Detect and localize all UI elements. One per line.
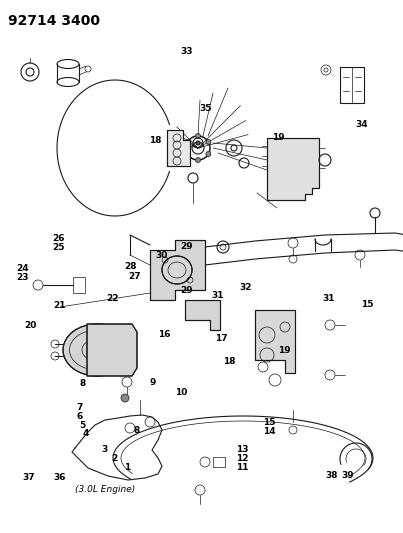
Ellipse shape <box>162 256 192 284</box>
Text: 4: 4 <box>83 430 89 438</box>
Text: 31: 31 <box>211 292 224 300</box>
Text: 92714 3400: 92714 3400 <box>8 14 100 28</box>
Text: 23: 23 <box>16 273 29 281</box>
Circle shape <box>195 157 201 163</box>
Text: 9: 9 <box>149 378 156 387</box>
Text: 26: 26 <box>52 235 65 243</box>
Text: 25: 25 <box>52 244 65 252</box>
Text: 38: 38 <box>325 471 338 480</box>
Text: 36: 36 <box>53 473 66 481</box>
Text: 8: 8 <box>79 379 86 388</box>
Polygon shape <box>255 310 295 373</box>
Text: 7: 7 <box>77 403 83 411</box>
Text: 21: 21 <box>53 301 66 310</box>
Polygon shape <box>167 130 190 166</box>
Bar <box>73 277 85 293</box>
Circle shape <box>206 151 211 157</box>
Circle shape <box>206 140 211 144</box>
Text: 8: 8 <box>133 426 139 435</box>
Circle shape <box>195 133 201 139</box>
Text: 17: 17 <box>214 334 227 343</box>
Circle shape <box>121 394 129 402</box>
Text: 24: 24 <box>16 264 29 272</box>
Text: 39: 39 <box>341 471 354 480</box>
Polygon shape <box>185 300 220 330</box>
Circle shape <box>185 140 190 144</box>
Text: 27: 27 <box>129 272 141 280</box>
Polygon shape <box>150 240 205 300</box>
Text: 12: 12 <box>235 454 248 463</box>
Text: 10: 10 <box>175 388 187 397</box>
Text: 33: 33 <box>180 47 193 56</box>
Text: 13: 13 <box>235 445 248 454</box>
Text: 15: 15 <box>263 418 276 427</box>
Text: 29: 29 <box>180 286 193 295</box>
Text: 11: 11 <box>235 464 248 472</box>
Polygon shape <box>87 324 137 376</box>
Polygon shape <box>267 138 319 200</box>
Text: 6: 6 <box>77 412 83 421</box>
Text: 5: 5 <box>79 421 86 430</box>
Text: 15: 15 <box>361 301 374 309</box>
Text: 30: 30 <box>155 252 167 260</box>
Circle shape <box>185 151 190 157</box>
Text: (3.0L Engine): (3.0L Engine) <box>75 486 135 495</box>
Text: 16: 16 <box>158 330 171 339</box>
Text: 19: 19 <box>278 346 291 355</box>
Text: 2: 2 <box>112 454 118 463</box>
Text: 28: 28 <box>125 262 137 271</box>
Text: 20: 20 <box>24 321 36 329</box>
Text: 22: 22 <box>106 294 118 303</box>
Text: 35: 35 <box>199 104 212 112</box>
Text: 1: 1 <box>124 464 130 472</box>
Text: 19: 19 <box>272 133 285 142</box>
Text: 31: 31 <box>322 294 335 303</box>
Text: 34: 34 <box>355 120 368 128</box>
Text: 18: 18 <box>149 136 162 144</box>
Text: 18: 18 <box>222 357 235 366</box>
Bar <box>213 457 225 467</box>
Text: 29: 29 <box>180 242 193 251</box>
Ellipse shape <box>63 324 131 376</box>
Text: 14: 14 <box>263 427 276 436</box>
Circle shape <box>196 141 200 145</box>
Text: 37: 37 <box>23 473 35 481</box>
Bar <box>340 67 364 103</box>
Text: 32: 32 <box>239 284 252 292</box>
Text: 3: 3 <box>102 445 108 454</box>
